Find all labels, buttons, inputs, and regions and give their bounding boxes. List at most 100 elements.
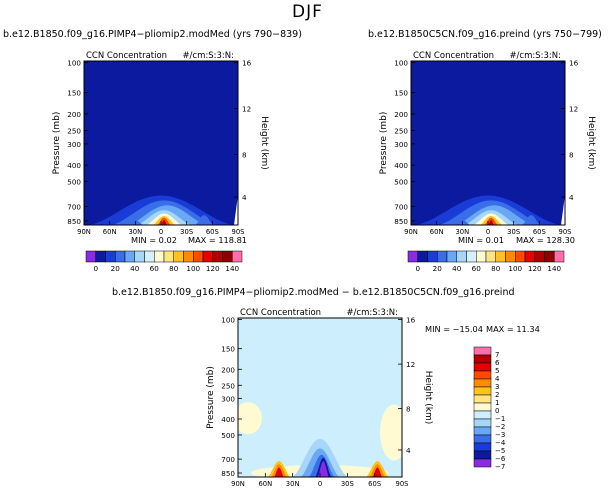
colorbar: 0 20 40 60 80 100 120 140 (407, 250, 565, 273)
chart-2: CCN Concentration #/cm:S:3:N:100150200250… (379, 51, 596, 273)
y-axis-label: Pressure (mb) (379, 112, 389, 175)
colorbar-swatch (95, 250, 106, 263)
colorbar-swatch (417, 250, 428, 263)
colorbar-swatch (515, 250, 526, 263)
y-axis-label: Pressure (mb) (206, 366, 216, 429)
x-tick-label: 60N (430, 228, 444, 236)
colorbar-swatch (407, 250, 418, 263)
colorbar-swatch (173, 250, 184, 263)
y-tick-label: 250 (394, 126, 408, 135)
y-right-tick-label: 16 (242, 59, 252, 68)
colorbar-label: 140 (547, 264, 561, 273)
stat-max: MAX = 128.30 (516, 235, 575, 245)
subtitle-left: CCN Concentration (86, 51, 167, 61)
colorbar-label: 0 (93, 264, 98, 273)
colorbar-swatch (544, 250, 555, 263)
y-tick-label: 150 (67, 89, 81, 98)
colorbar-swatch (505, 250, 516, 263)
y-tick-label: 500 (394, 178, 408, 187)
contour-pos-right (380, 404, 402, 461)
colorbar-label: 60 (472, 264, 482, 273)
x-tick-label: 60N (103, 228, 117, 236)
contour-sh-lobe (194, 215, 214, 225)
colorbar: 0 20 40 60 80 100 120 140 (85, 250, 243, 273)
colorbar-label: −2 (495, 423, 505, 431)
colorbar-swatch (473, 378, 492, 388)
y-right-tick-label: 4 (242, 193, 247, 202)
y-right-tick-label: 4 (569, 193, 574, 202)
y-tick-label: 250 (221, 381, 235, 390)
x-tick-label: 60S (368, 480, 381, 488)
colorbar-swatch (473, 418, 492, 428)
y-tick-label: 300 (221, 394, 235, 403)
x-tick-label: 0 (318, 480, 322, 488)
x-tick-label: 0 (159, 228, 163, 236)
x-tick-label: 30N (128, 228, 142, 236)
y-tick-label: 400 (67, 161, 81, 170)
x-tick-label: 30S (341, 480, 354, 488)
colorbar-swatch (554, 250, 565, 263)
x-tick-label: 60S (206, 228, 219, 236)
colorbar-swatch (473, 458, 492, 468)
x-tick-label: 90N (404, 228, 418, 236)
y-tick-label: 300 (67, 140, 81, 149)
y-tick-label: 250 (67, 126, 81, 135)
y-tick-label: 200 (221, 365, 235, 374)
y-tick-label: 200 (67, 110, 81, 119)
y-right-tick-label: 16 (569, 59, 579, 68)
y-tick-label: 850 (394, 217, 408, 226)
colorbar-swatch (115, 250, 126, 263)
y-right-tick-label: 8 (569, 150, 574, 159)
y-tick-label: 300 (394, 140, 408, 149)
stat-min: MIN = 0.01 (458, 235, 504, 245)
colorbar-swatch (105, 250, 116, 263)
subtitle-right: #/cm:S:3:N: (182, 51, 234, 61)
y-tick-label: 700 (221, 455, 235, 464)
chart-3: CCN Concentration #/cm:S:3:N:100150200250… (206, 308, 540, 488)
colorbar-label: 3 (495, 383, 499, 391)
x-tick-label: 30N (455, 228, 469, 236)
subtitle-right: #/cm:S:3:N: (509, 51, 561, 61)
colorbar-swatch (144, 250, 155, 263)
y-right-tick-label: 12 (242, 105, 251, 114)
colorbar-label: 60 (150, 264, 160, 273)
colorbar-label: 4 (495, 375, 500, 383)
x-tick-label: 90N (231, 480, 245, 488)
y-axis-label: Pressure (mb) (52, 112, 62, 175)
colorbar-label: 20 (433, 264, 443, 273)
subtitle-right: #/cm:S:3:N: (346, 308, 398, 318)
colorbar-swatch (163, 250, 174, 263)
contour-level-7 (488, 220, 495, 225)
y-tick-label: 150 (394, 89, 408, 98)
x-tick-label: 90N (77, 228, 91, 236)
y-tick-label: 700 (394, 203, 408, 212)
colorbar-swatch (473, 434, 492, 444)
colorbar-label: 2 (495, 391, 499, 399)
colorbar-label: 120 (528, 264, 542, 273)
colorbar-label: 100 (186, 264, 200, 273)
topography-mask (234, 195, 238, 225)
y-right-tick-label: 16 (406, 316, 416, 325)
panel2-title: b.e12.B1850C5CN.f09_g16.preind (yrs 750−… (368, 29, 602, 40)
y-right-tick-label: 8 (242, 150, 247, 159)
panel1-title: b.e12.B1850.f09_g16.PIMP4−pliomip2.modMe… (3, 29, 302, 40)
x-tick-label: 90S (559, 228, 572, 236)
contour-nh-lobe (443, 216, 472, 225)
x-tick-label: 60S (533, 228, 546, 236)
colorbar-swatch (85, 250, 96, 263)
colorbar-swatch (473, 354, 492, 364)
colorbar-swatch (473, 370, 492, 380)
colorbar-label: −5 (495, 447, 505, 455)
y-tick-label: 100 (394, 59, 408, 68)
contour-sh-lobe (521, 215, 541, 225)
colorbar-swatch (124, 250, 135, 263)
colorbar-swatch (466, 250, 477, 263)
colorbar-label: −3 (495, 431, 505, 439)
y-tick-label: 150 (221, 345, 235, 354)
colorbar-label: 80 (169, 264, 179, 273)
colorbar-swatch (473, 386, 492, 396)
subtitle-left: CCN Concentration (413, 51, 494, 61)
colorbar-swatch (473, 410, 492, 420)
subtitle-left: CCN Concentration (240, 308, 321, 318)
